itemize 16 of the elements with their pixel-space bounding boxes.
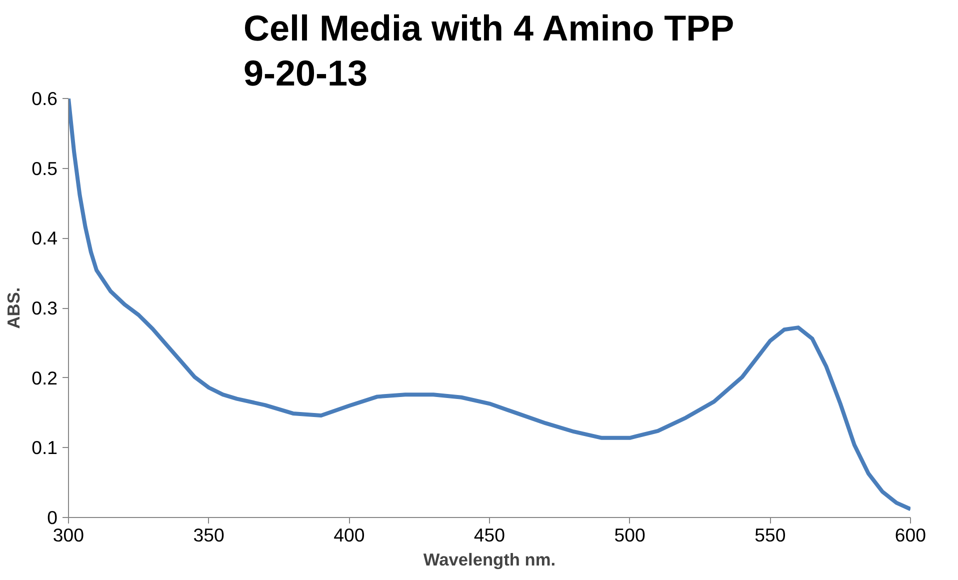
x-tick-label: 600	[894, 524, 926, 546]
y-tick-label: 0.3	[32, 298, 58, 318]
x-axis-title: Wavelength nm.	[423, 550, 556, 570]
chart-title: Cell Media with 4 Amino TPP 9-20-13	[243, 7, 734, 94]
y-tick-label: 0.2	[32, 367, 58, 388]
line-series	[68, 98, 910, 512]
y-tick-label: 0.5	[32, 158, 58, 179]
y-tick-label: 0.1	[32, 437, 58, 458]
x-tick-label: 350	[193, 524, 224, 546]
y-tick-label: 0.4	[32, 228, 58, 249]
x-tick-label: 400	[334, 524, 365, 546]
x-tick-label: 550	[754, 524, 786, 546]
x-tick-label: 500	[614, 524, 646, 546]
y-tick-label: 0.6	[32, 88, 58, 109]
x-tick-label: 450	[474, 524, 506, 546]
y-axis-title: ABS.	[4, 287, 24, 329]
